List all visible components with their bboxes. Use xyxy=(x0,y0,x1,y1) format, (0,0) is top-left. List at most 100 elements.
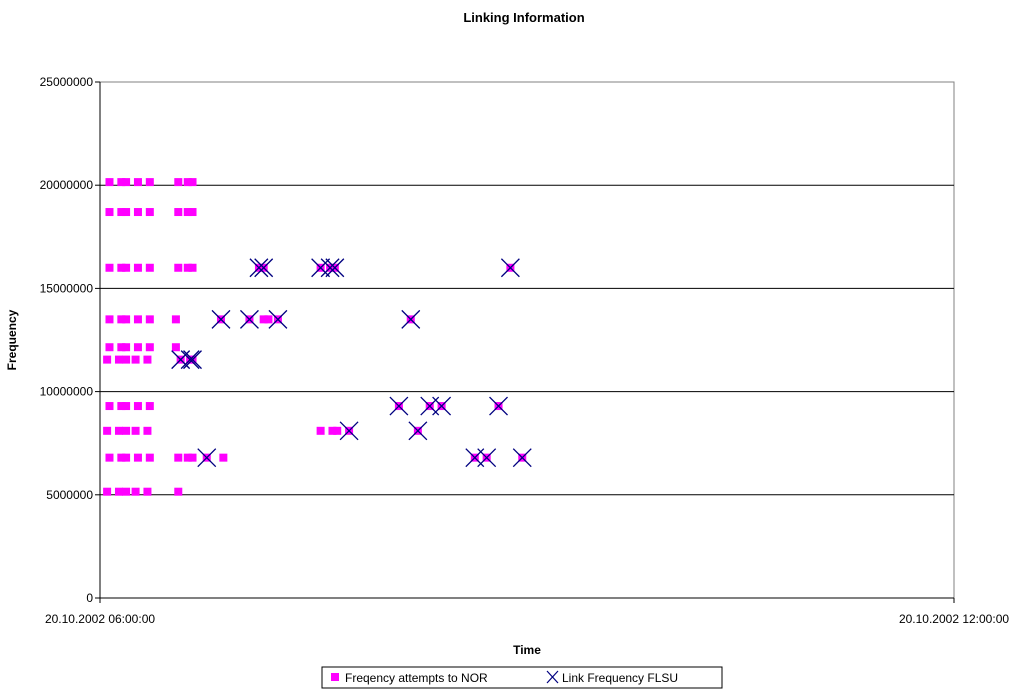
point-link-frequency xyxy=(432,396,452,416)
point-freq-attempt xyxy=(114,355,123,364)
data-marks xyxy=(103,178,532,496)
point-freq-attempt xyxy=(103,426,112,435)
point-freq-attempt xyxy=(117,208,126,217)
point-freq-attempt xyxy=(145,263,154,272)
point-freq-attempt xyxy=(114,426,123,435)
y-tick-label: 25000000 xyxy=(40,75,94,89)
point-freq-attempt xyxy=(122,453,131,462)
x-tick-label: 20.10.2002 12:00:00 xyxy=(899,612,1009,626)
point-link-frequency xyxy=(401,309,421,329)
x-tick-labels: 20.10.2002 06:00:00 20.10.2002 12:00:00 xyxy=(45,612,1009,626)
point-freq-attempt xyxy=(122,178,131,187)
point-link-frequency xyxy=(325,258,345,278)
point-freq-attempt xyxy=(174,178,183,187)
point-link-frequency xyxy=(477,448,497,468)
y-tick-labels: 0 5000000 10000000 15000000 20000000 25000000 xyxy=(40,75,94,605)
point-freq-attempt xyxy=(171,343,180,352)
point-freq-attempt xyxy=(143,355,152,364)
point-freq-attempt xyxy=(117,402,126,411)
point-freq-attempt xyxy=(259,315,268,324)
point-link-frequency xyxy=(180,350,200,370)
legend-square-icon xyxy=(331,673,339,681)
point-freq-attempt xyxy=(122,343,131,352)
point-link-frequency xyxy=(512,448,532,468)
y-tick-label: 10000000 xyxy=(40,385,94,399)
y-tick-label: 5000000 xyxy=(46,488,93,502)
axes xyxy=(95,81,955,603)
y-tick-label: 0 xyxy=(86,591,93,605)
point-freq-attempt xyxy=(131,426,140,435)
point-freq-attempt xyxy=(105,343,114,352)
point-freq-attempt xyxy=(133,263,142,272)
point-link-frequency xyxy=(339,421,359,441)
chart-title: Linking Information xyxy=(463,10,584,25)
point-freq-attempt xyxy=(145,208,154,217)
point-freq-attempt xyxy=(133,208,142,217)
point-freq-attempt xyxy=(105,178,114,187)
x-axis-label: Time xyxy=(513,643,541,657)
point-link-frequency xyxy=(183,350,202,370)
y-axis-label: Frequency xyxy=(5,309,19,370)
point-freq-attempt xyxy=(133,343,142,352)
point-freq-attempt xyxy=(133,402,142,411)
x-tick-label: 20.10.2002 06:00:00 xyxy=(45,612,155,626)
point-freq-attempt xyxy=(122,315,131,324)
legend-label-nor: Freqency attempts to NOR xyxy=(345,671,488,685)
point-link-frequency xyxy=(489,396,508,416)
point-freq-attempt xyxy=(145,343,154,352)
point-freq-attempt xyxy=(105,402,114,411)
point-freq-attempt xyxy=(122,402,131,411)
point-freq-attempt xyxy=(143,426,152,435)
point-freq-attempt xyxy=(122,426,131,435)
point-link-frequency xyxy=(211,309,231,329)
point-freq-attempt xyxy=(183,453,192,462)
point-freq-attempt xyxy=(105,263,114,272)
point-link-frequency xyxy=(408,421,428,441)
point-freq-attempt xyxy=(333,426,342,435)
legend-x-icon xyxy=(546,670,559,684)
point-freq-attempt xyxy=(174,453,183,462)
point-freq-attempt xyxy=(188,208,197,217)
point-freq-attempt xyxy=(264,315,273,324)
legend-box xyxy=(321,666,723,689)
point-link-frequency xyxy=(320,258,340,278)
legend: Freqency attempts to NOR Link Frequency … xyxy=(321,666,723,689)
point-link-frequency xyxy=(239,309,259,329)
point-freq-attempt xyxy=(105,208,114,217)
point-freq-attempt xyxy=(122,355,131,364)
point-freq-attempt xyxy=(117,178,126,187)
point-freq-attempt xyxy=(188,263,197,272)
point-link-frequency xyxy=(500,258,520,278)
point-link-frequency xyxy=(254,258,274,278)
point-freq-attempt xyxy=(174,208,183,217)
legend-label-flsu: Link Frequency FLSU xyxy=(562,671,678,685)
point-freq-attempt xyxy=(117,263,126,272)
point-link-frequency xyxy=(268,309,288,329)
point-freq-attempt xyxy=(174,487,183,496)
point-freq-attempt xyxy=(122,487,131,496)
point-freq-attempt xyxy=(183,263,192,272)
point-freq-attempt xyxy=(145,402,154,411)
point-freq-attempt xyxy=(316,426,325,435)
y-tick-label: 15000000 xyxy=(40,281,94,295)
point-freq-attempt xyxy=(183,178,192,187)
point-freq-attempt xyxy=(105,315,114,324)
point-freq-attempt xyxy=(143,487,152,496)
point-freq-attempt xyxy=(188,453,197,462)
point-freq-attempt xyxy=(188,178,197,187)
point-freq-attempt xyxy=(117,343,126,352)
point-freq-attempt xyxy=(122,263,131,272)
point-freq-attempt xyxy=(183,208,192,217)
point-freq-attempt xyxy=(328,426,337,435)
point-freq-attempt xyxy=(145,453,154,462)
point-freq-attempt xyxy=(122,208,131,217)
plot-area xyxy=(99,81,955,599)
point-freq-attempt xyxy=(131,355,140,364)
point-freq-attempt xyxy=(117,315,126,324)
point-freq-attempt xyxy=(131,487,140,496)
point-freq-attempt xyxy=(145,178,154,187)
point-freq-attempt xyxy=(133,178,142,187)
point-freq-attempt xyxy=(174,263,183,272)
